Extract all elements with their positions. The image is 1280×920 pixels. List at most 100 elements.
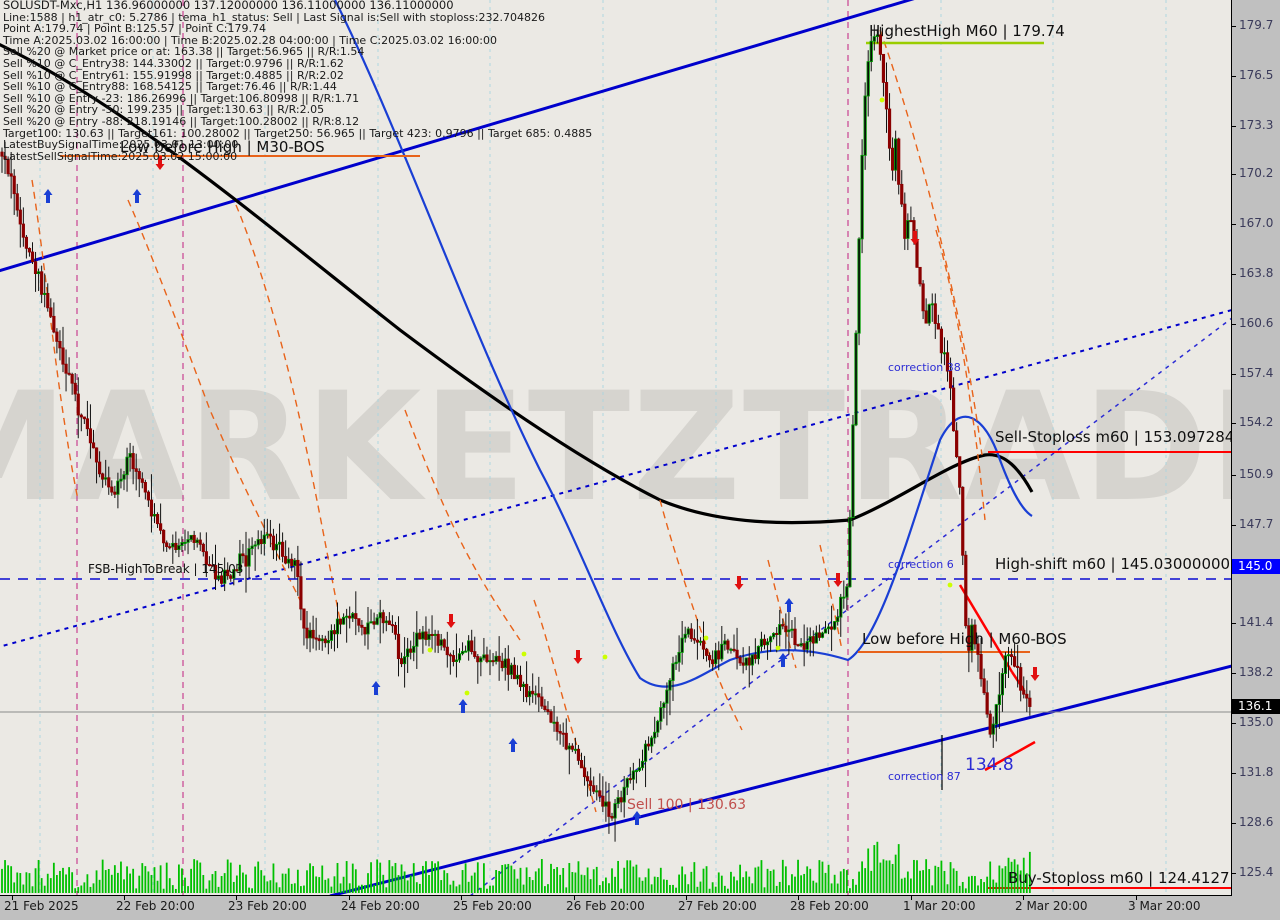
price-tick-mark: [1232, 323, 1236, 325]
volume-bar: [449, 884, 452, 893]
candle-body: [924, 310, 928, 324]
sell-signal-arrow: [1030, 667, 1040, 681]
candle-body: [467, 640, 471, 652]
volume-bar: [760, 860, 763, 893]
candle-body: [332, 630, 337, 635]
volume-bar: [595, 866, 598, 893]
volume-bar: [168, 878, 171, 893]
candle-body: [381, 612, 385, 624]
time-axis[interactable]: 21 Feb 2025 22 Feb 20:00 23 Feb 20:00 24 Fe…: [0, 896, 1232, 920]
candle-body: [799, 643, 803, 646]
candle-body: [747, 657, 751, 666]
chart-info-overlay: SOLUSDT-Mxc,H1 136.96000000 137.12000000…: [3, 0, 592, 162]
candle-body: [244, 555, 248, 567]
candle-body: [67, 372, 71, 375]
volume-bar: [519, 867, 522, 893]
volume-bar: [214, 871, 217, 893]
candle-body: [741, 662, 745, 666]
candle-body: [607, 801, 611, 817]
candle-body: [817, 632, 822, 638]
candle-body: [793, 628, 797, 646]
candle-body: [735, 649, 739, 658]
price-axis[interactable]: 179.7 176.5 173.3 170.2 167.0 163.8 160.6 157.4…: [1232, 0, 1280, 896]
candle-body: [942, 352, 947, 355]
candle-body: [49, 307, 53, 317]
volume-bar: [809, 868, 812, 893]
volume-bar: [751, 883, 754, 893]
candle-body: [162, 529, 166, 544]
candle-body: [704, 648, 709, 656]
price-badge-level[interactable]: 145.0: [1232, 559, 1280, 575]
candle-body: [549, 711, 553, 723]
candle-body: [857, 238, 861, 334]
volume-bar: [144, 866, 147, 893]
price-tick-mark: [1232, 524, 1236, 526]
price-tick-mark: [1232, 772, 1236, 774]
volume-bar: [675, 887, 677, 893]
candle-body: [848, 517, 852, 588]
volume-bar: [919, 870, 921, 893]
volume-bar: [229, 862, 232, 893]
volume-bar: [89, 886, 92, 893]
candle-body: [1019, 667, 1023, 691]
volume-bar: [443, 870, 446, 893]
info-line-1: Point A:179.74 | Point B:125.57 | Point …: [3, 22, 266, 36]
volume-bar: [577, 861, 580, 893]
candle-body: [689, 628, 693, 639]
info-line-3: Sell %20 @ Market price or at: 163.38 ||…: [3, 45, 365, 59]
candle-body: [341, 616, 346, 625]
volume-bar: [470, 875, 473, 893]
candle-body: [21, 223, 25, 238]
volume-bar: [71, 872, 74, 893]
volume-bar: [275, 882, 278, 893]
price-tick-label: 135.0: [1239, 714, 1274, 729]
candle-body: [195, 539, 199, 543]
volume-bar: [34, 868, 37, 893]
volume-bar: [440, 880, 443, 893]
candle-body: [177, 545, 181, 550]
price-badge-current[interactable]: 136.1: [1232, 698, 1280, 714]
volume-bar: [641, 880, 644, 893]
candle-body: [567, 745, 571, 750]
volume-bar: [659, 867, 662, 893]
info-line-6: Sell %10 @ C_Entry88: 168.54125 || Targe…: [3, 80, 337, 94]
volume-bar: [211, 874, 214, 893]
price-tick-mark: [1232, 125, 1236, 127]
time-tick-label: 21 Feb 2025: [4, 899, 79, 913]
candle-body: [845, 586, 849, 598]
volume-bar: [946, 884, 949, 893]
candlestick-series: [0, 24, 1032, 893]
candle-body: [207, 564, 211, 567]
candle-body: [476, 656, 480, 663]
candle-body: [46, 292, 50, 309]
candle-body: [137, 471, 141, 480]
volume-bar: [748, 876, 751, 893]
volume-bar: [693, 862, 696, 893]
candle-body: [6, 158, 10, 175]
candle-body: [525, 683, 529, 698]
volume-bar: [897, 844, 900, 893]
volume-bar: [784, 866, 787, 893]
volume-bar: [696, 886, 699, 893]
info-line-12: LatestSellSignalTime:2025.03.02 15:00:00: [3, 149, 238, 163]
candle-body: [296, 559, 300, 578]
candle-body: [616, 797, 620, 805]
candle-body: [701, 640, 706, 650]
volume-bar: [1007, 857, 1010, 893]
price-chart-canvas[interactable]: MARKETZTRADE: [0, 0, 1232, 896]
time-tick-mark: [798, 896, 799, 900]
candle-body: [894, 138, 898, 171]
volume-bar: [357, 885, 360, 893]
candle-body: [744, 657, 748, 666]
volume-bar: [129, 873, 131, 893]
candle-body: [711, 659, 715, 665]
volume-bar: [598, 885, 601, 893]
price-tick-label: 179.7: [1239, 17, 1274, 32]
volume-bar: [601, 881, 604, 893]
volume-bar: [852, 879, 854, 893]
volume-bar: [86, 874, 89, 893]
candle-body: [643, 743, 648, 762]
volume-bar: [473, 872, 476, 893]
candle-body: [122, 474, 126, 480]
candle-body: [363, 626, 367, 635]
